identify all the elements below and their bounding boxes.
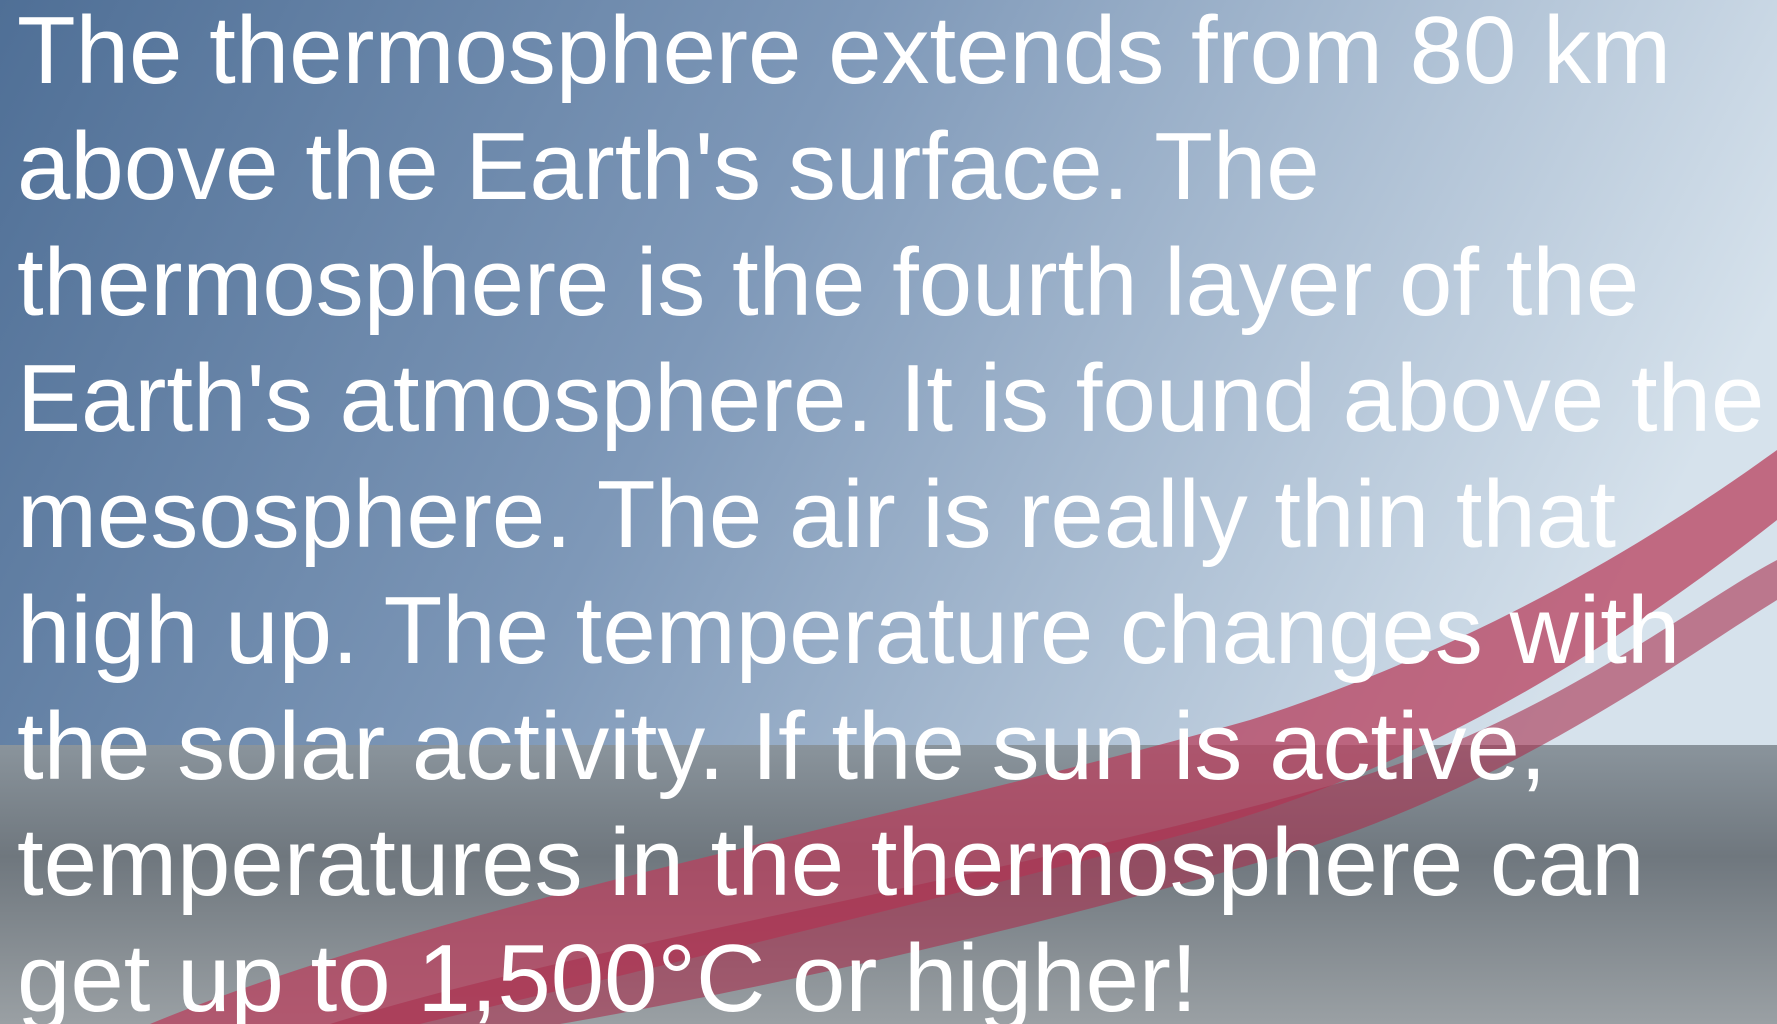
text-line: above the Earth's surface. The bbox=[17, 113, 1320, 220]
text-line: the solar activity. If the sun is active… bbox=[17, 693, 1547, 800]
text-line: get up to 1,500°C or higher! bbox=[17, 925, 1198, 1024]
paragraph: The thermosphere extends from 80 kmabove… bbox=[17, 0, 1764, 1024]
red-scarf bbox=[150, 450, 1777, 1024]
text-line: Earth's atmosphere. It is found above th… bbox=[17, 345, 1764, 452]
text-line: mesosphere. The air is really thin that bbox=[17, 461, 1616, 568]
text-line: thermosphere is the fourth layer of the bbox=[17, 229, 1639, 336]
text-line: high up. The temperature changes with bbox=[17, 577, 1680, 684]
text-line: The thermosphere extends from 80 km bbox=[17, 0, 1671, 104]
text-line: temperatures in the thermosphere can bbox=[17, 809, 1645, 916]
